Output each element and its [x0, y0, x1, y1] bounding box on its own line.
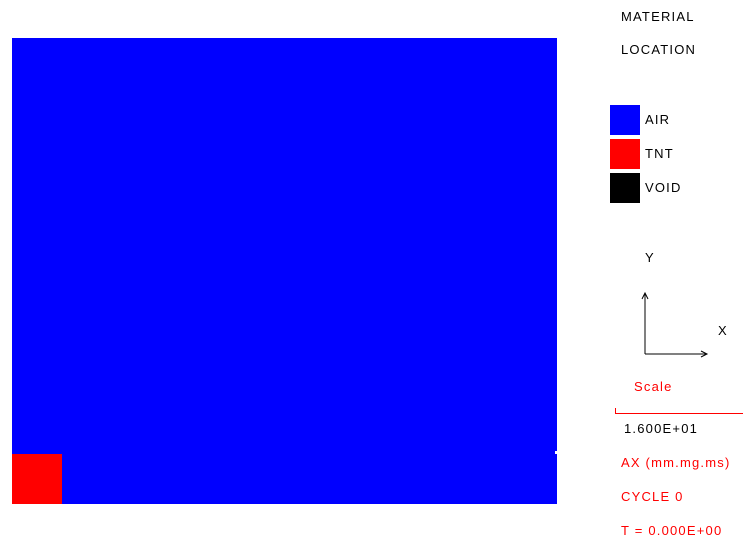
- scale-label: Scale: [634, 379, 673, 394]
- y-axis-arrowhead: [641, 291, 649, 300]
- tnt-region: [12, 454, 62, 504]
- units-label: AX (mm.mg.ms): [621, 455, 731, 470]
- time-label: T = 0.000E+00: [621, 523, 723, 538]
- axis-label-x: X: [718, 323, 728, 338]
- scale-bar-tick: [615, 408, 616, 414]
- material-plot: [12, 38, 557, 504]
- legend-label-air: AIR: [645, 112, 671, 127]
- title-location: LOCATION: [621, 42, 697, 57]
- x-axis-arrowhead: [700, 350, 709, 358]
- legend-swatch-void: [610, 173, 640, 203]
- legend-label-tnt: TNT: [645, 146, 674, 161]
- axis-label-y: Y: [645, 250, 655, 265]
- title-material: MATERIAL: [621, 9, 695, 24]
- axes-indicator: [641, 291, 709, 358]
- scale-value: 1.600E+01: [624, 421, 699, 436]
- legend-label-void: VOID: [645, 180, 682, 195]
- plot-boundary-notch: [555, 451, 557, 454]
- scale-bar: [615, 413, 743, 414]
- legend-swatch-tnt: [610, 139, 640, 169]
- legend-swatch-air: [610, 105, 640, 135]
- cycle-label: CYCLE 0: [621, 489, 684, 504]
